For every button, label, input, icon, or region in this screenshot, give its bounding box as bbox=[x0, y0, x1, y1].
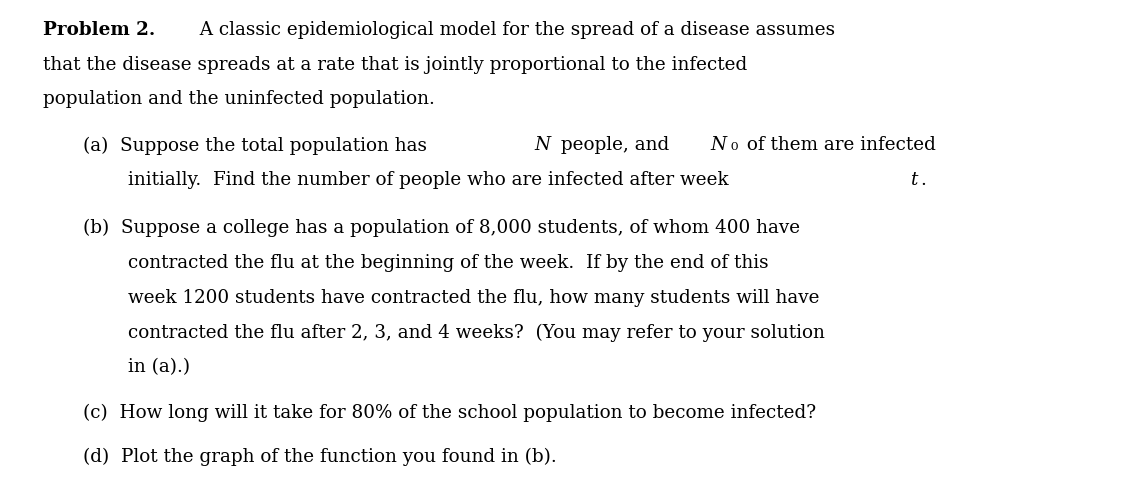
Text: population and the uninfected population.: population and the uninfected population… bbox=[43, 90, 435, 108]
Text: N: N bbox=[710, 136, 726, 154]
Text: contracted the flu at the beginning of the week.  If by the end of this: contracted the flu at the beginning of t… bbox=[128, 254, 769, 272]
Text: in (a).): in (a).) bbox=[128, 358, 191, 376]
Text: that the disease spreads at a rate that is jointly proportional to the infected: that the disease spreads at a rate that … bbox=[43, 56, 747, 73]
Text: of them are infected: of them are infected bbox=[741, 136, 935, 154]
Text: (c)  How long will it take for 80% of the school population to become infected?: (c) How long will it take for 80% of the… bbox=[83, 404, 816, 423]
Text: (d)  Plot the graph of the function you found in (b).: (d) Plot the graph of the function you f… bbox=[83, 447, 557, 466]
Text: A classic epidemiological model for the spread of a disease assumes: A classic epidemiological model for the … bbox=[187, 21, 835, 39]
Text: Problem 2.: Problem 2. bbox=[43, 21, 156, 39]
Text: N: N bbox=[534, 136, 551, 154]
Text: .: . bbox=[920, 171, 926, 189]
Text: people, and: people, and bbox=[556, 136, 675, 154]
Text: week 1200 students have contracted the flu, how many students will have: week 1200 students have contracted the f… bbox=[128, 289, 820, 307]
Text: (a)  Suppose the total population has: (a) Suppose the total population has bbox=[83, 136, 433, 155]
Text: t: t bbox=[911, 171, 918, 189]
Text: ₀: ₀ bbox=[730, 136, 738, 154]
Text: initially.  Find the number of people who are infected after week: initially. Find the number of people who… bbox=[128, 171, 735, 189]
Text: (b)  Suppose a college has a population of 8,000 students, of whom 400 have: (b) Suppose a college has a population o… bbox=[83, 219, 800, 238]
Text: contracted the flu after 2, 3, and 4 weeks?  (You may refer to your solution: contracted the flu after 2, 3, and 4 wee… bbox=[128, 323, 825, 342]
